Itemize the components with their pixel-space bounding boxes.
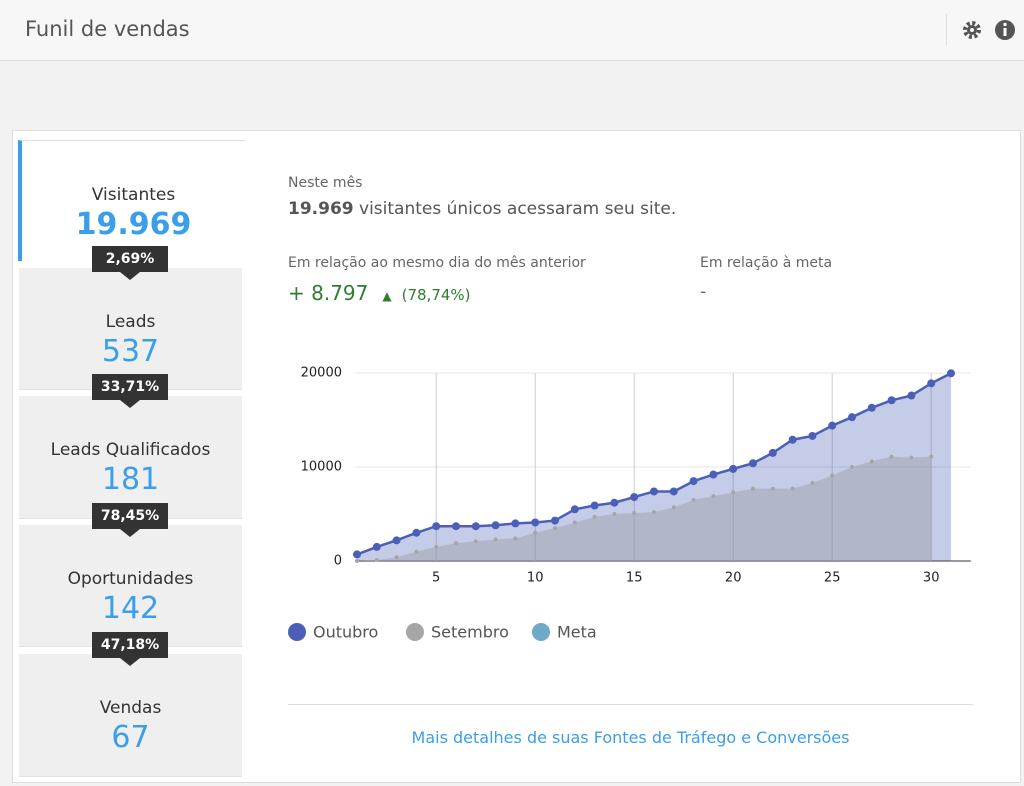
separator	[288, 704, 973, 705]
info-dot	[1003, 22, 1007, 27]
stage-label: Leads Qualificados	[50, 440, 211, 460]
stage-value: 19.969	[75, 207, 192, 242]
funnel-stage: Oportunidades 142	[19, 525, 242, 647]
funnel-stage: Leads Qualificados 181	[19, 396, 242, 519]
count: 19.969	[288, 199, 354, 219]
gear-hole	[970, 28, 974, 32]
stage-value: 142	[101, 591, 160, 626]
header-icons[interactable]	[960, 18, 1020, 42]
previous-delta: + 8.797	[288, 281, 369, 305]
summary-text: visitantes únicos acessaram seu site.	[359, 199, 677, 219]
conversion-rate: 2,69%	[92, 246, 168, 280]
stage-label: Leads	[105, 312, 156, 332]
conversion-rate: 47,18%	[92, 632, 168, 666]
previous-pct: (78,74%)	[401, 286, 471, 304]
funnel-stage: Vendas 67	[19, 654, 242, 777]
stage-label: Visitantes	[91, 185, 176, 205]
goal-value: -	[700, 282, 707, 302]
conversion-rate: 78,45%	[92, 503, 168, 537]
stage-value: 67	[111, 720, 150, 755]
summary: 19.969 visitantes únicos acessaram seu s…	[288, 199, 676, 219]
goal-label: Em relação à meta	[700, 255, 833, 271]
previous: + 8.797 ▲ (78,74%)	[288, 281, 471, 305]
conversion-rate: 33,71%	[92, 374, 168, 408]
header: Funil de vendas	[0, 0, 1024, 61]
info-bar	[1003, 28, 1007, 36]
caption: Neste mês	[288, 175, 363, 191]
stage-label: Oportunidades	[67, 569, 194, 589]
gear-icon[interactable]	[963, 21, 981, 39]
up-arrow: ▲	[382, 289, 392, 303]
divider	[946, 14, 947, 46]
stage-value: 537	[101, 334, 160, 369]
stage-label: Vendas	[99, 698, 162, 718]
previous-label: Em relação ao mesmo dia do mês anterior	[288, 255, 586, 271]
stage-value: 181	[101, 462, 160, 497]
funnel-stage: Visitantes 19.969	[18, 140, 245, 261]
funnel-stage: Leads 537	[19, 268, 242, 390]
details-link[interactable]: Mais detalhes de suas Fontes de Tráfego …	[411, 728, 850, 747]
header-title: Funil de vendas	[25, 17, 190, 41]
